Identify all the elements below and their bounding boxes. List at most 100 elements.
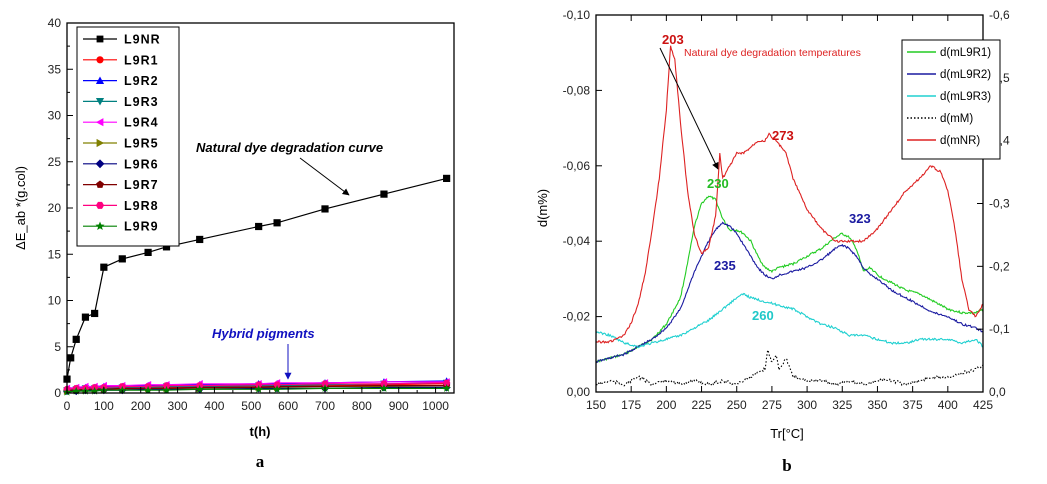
b-legend-label-d(mL9R2): d(mL9R2)	[940, 69, 991, 81]
a-point-L9R9	[162, 385, 171, 394]
a-point-L9NR	[118, 255, 126, 263]
b-legend-label-d(mNR): d(mNR)	[940, 135, 980, 147]
a-legend-marker-L9NR	[96, 35, 104, 43]
b-legend-label-d(mL9R3): d(mL9R3)	[940, 91, 991, 103]
b-series-line-d(mL9R3)	[595, 292, 984, 349]
a-point-L9R9	[379, 384, 389, 392]
b-ytick-label: -0,10	[563, 8, 591, 22]
a-point-L9R9	[272, 384, 282, 393]
a-legend-marker-L9R6	[95, 159, 105, 169]
b-xtick-label: 175	[621, 398, 641, 412]
a-point-L9R9	[72, 386, 81, 395]
b-peak-203: 203	[662, 32, 684, 47]
a-xtick-label: 200	[131, 399, 151, 413]
a-point-L9R9	[254, 384, 263, 393]
b-peak-323: 323	[849, 211, 871, 226]
a-legend-label-L9R1: L9R1	[124, 53, 159, 67]
a-xtick-label: 800	[352, 399, 372, 413]
b-y2tick-label: 0,0	[989, 385, 1006, 399]
b-ytick-label: 0,00	[567, 385, 591, 399]
a-ylabel: ΔE_ab *(g.col)	[13, 166, 28, 250]
a-ticks-group: 0 100 200 300 400 500 600 700 800 900 1000 0 5 10 15 20…	[48, 16, 450, 413]
a-ytick-label: 15	[48, 247, 62, 261]
a-ytick-label: 20	[48, 201, 62, 215]
a-legend-marker-L9R8	[95, 201, 105, 209]
a-point-L9NR	[144, 248, 152, 256]
a-legend: L9NR L9R1 L9R2 L9R3 L9R4 L9R5 L9R6 L9R7 L9R8 L9R9	[76, 26, 180, 247]
a-legend-label-L9R7: L9R7	[124, 178, 159, 192]
a-point-L9R8	[442, 379, 451, 387]
a-legend-marker-L9R3	[95, 98, 105, 106]
a-point-L9R8	[162, 382, 171, 389]
a-ytick-label: 10	[48, 294, 62, 308]
a-xtick-label: 700	[315, 399, 335, 413]
a-legend-label-L9R2: L9R2	[124, 74, 159, 88]
a-legend-label-L9R3: L9R3	[124, 95, 159, 109]
b-xlabel: Tr[°C]	[770, 426, 804, 441]
b-peak-273: 273	[772, 128, 794, 143]
a-point-L9R9	[143, 385, 153, 394]
chart-panel-a: 0 100 200 300 400 500 600 700 800 900 1000 0 5 10 15 20…	[13, 16, 455, 471]
b-xtick-label: 300	[797, 398, 817, 412]
a-ytick-label: 5	[54, 340, 61, 354]
b-xtick-label: 250	[727, 398, 747, 412]
a-panel-label: a	[256, 452, 265, 471]
a-legend-marker-L9R2	[95, 76, 105, 84]
b-xtick-label: 400	[938, 398, 958, 412]
a-xtick-label: 900	[389, 399, 409, 413]
b-xtick-label: 275	[762, 398, 782, 412]
a-annotation-hybrid: Hybrid pigments	[212, 326, 315, 341]
a-ytick-label: 40	[48, 16, 62, 30]
a-xtick-label: 0	[64, 399, 71, 413]
a-xtick-label: 300	[168, 399, 188, 413]
b-series-line-d(mL9R2)	[595, 221, 984, 364]
a-point-L9R8	[380, 380, 388, 387]
b-peak-230: 230	[707, 176, 729, 191]
b-ytick-label: -0,02	[563, 310, 591, 324]
a-ytick-label: 30	[48, 109, 62, 123]
a-legend-marker-L9R4	[95, 118, 104, 127]
b-xtick-label: 225	[692, 398, 712, 412]
chart-panel-b: 150 175 200 225 250 275 300 325 350 375 400 4250,00…	[535, 8, 1010, 475]
a-point-L9NR	[380, 190, 388, 198]
b-ytick-label: -0,08	[563, 83, 591, 97]
a-legend-label-L9R8: L9R8	[124, 199, 159, 213]
b-series-line-d(mM)	[595, 348, 984, 387]
a-point-L9R8	[321, 380, 329, 387]
a-ytick-label: 35	[48, 62, 62, 76]
a-annotation-natural-dye: Natural dye degradation curve	[196, 140, 383, 155]
a-point-L9NR	[443, 174, 451, 182]
a-legend-label-L9R4: L9R4	[124, 116, 159, 130]
b-panel-label: b	[782, 456, 791, 475]
a-xtick-label: 600	[278, 399, 298, 413]
a-point-L9R9	[90, 386, 99, 395]
a-point-L9NR	[81, 313, 90, 321]
a-point-L9NR	[67, 354, 75, 362]
b-ytick-label: -0,04	[563, 234, 591, 248]
a-legend-label-L9R5: L9R5	[124, 137, 159, 151]
b-series-group	[595, 45, 984, 387]
a-legend-marker-L9R1	[96, 56, 104, 64]
a-point-L9R9	[442, 384, 451, 392]
b-y2tick-label: -0,2	[989, 259, 1010, 273]
a-point-L9NR	[91, 309, 99, 318]
b-ytick-label: -0,06	[563, 159, 591, 173]
a-legend-label-L9NR: L9NR	[124, 33, 161, 47]
a-point-L9NR	[255, 222, 263, 231]
b-ylabel: d(m%)	[535, 189, 550, 227]
a-point-L9R8	[273, 381, 281, 388]
b-xtick-label: 375	[903, 398, 923, 412]
a-legend-box	[76, 26, 180, 247]
b-xtick-label: 350	[867, 398, 887, 412]
a-legend-label-L9R9: L9R9	[124, 220, 159, 234]
b-y2tick-label: -0,3	[989, 197, 1010, 211]
b-series-line-d(mL9R1)	[595, 195, 984, 364]
a-point-L9NR	[72, 335, 80, 343]
a-point-L9NR	[196, 235, 204, 244]
b-xtick-label: 150	[586, 398, 606, 412]
b-annotation-title: Natural dye degradation temperatures	[684, 47, 861, 59]
b-annotation-arrow	[659, 47, 719, 170]
b-peak-235: 235	[714, 258, 736, 273]
a-point-L9R9	[195, 384, 204, 393]
b-xtick-label: 325	[832, 398, 852, 412]
